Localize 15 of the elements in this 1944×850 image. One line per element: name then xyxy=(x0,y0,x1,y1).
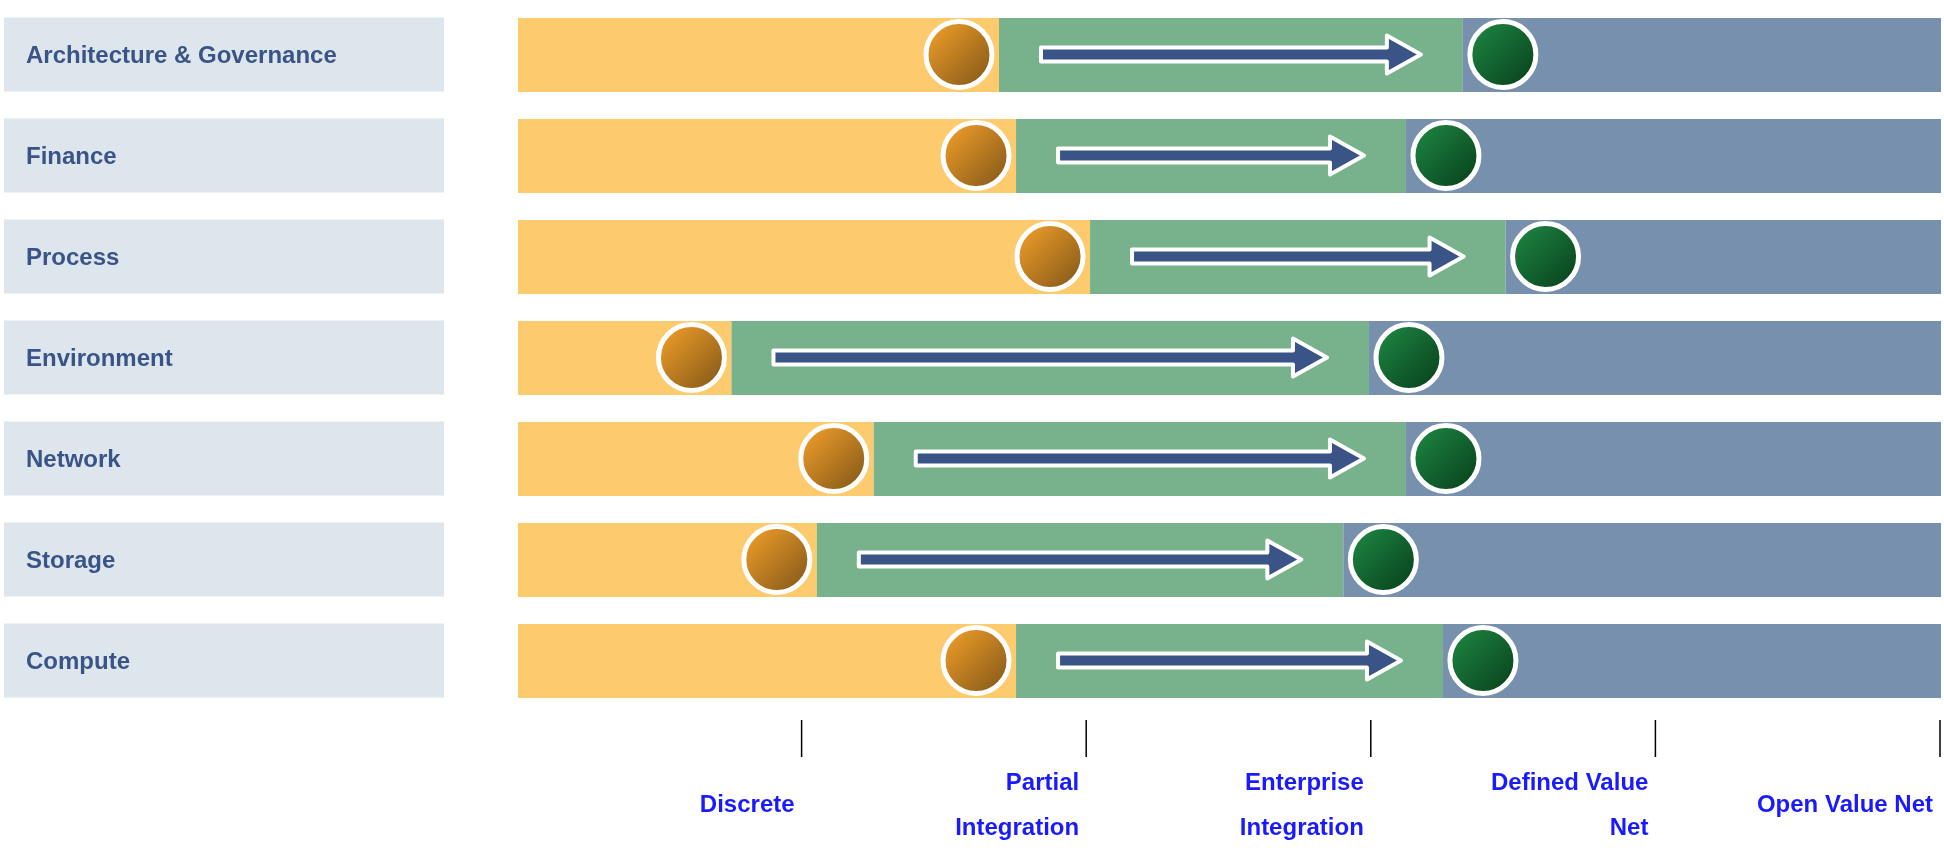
text: Defined Value Net xyxy=(1491,768,1649,840)
y-tick-label: Environment xyxy=(26,343,173,371)
y-tick-label: Compute xyxy=(26,646,130,674)
bar xyxy=(1343,523,1941,597)
text: Open Value Net xyxy=(1756,790,1933,817)
y-tick-label: Process xyxy=(26,242,120,270)
text: Discrete xyxy=(699,790,795,817)
bar xyxy=(518,220,1091,294)
y-tick-label: Finance xyxy=(26,141,117,169)
y-tick-label: Network xyxy=(26,444,122,472)
y-tick-label: Architecture & Governance xyxy=(26,40,337,68)
text: Partial Integration xyxy=(955,768,1080,840)
text: Enterprise Integration xyxy=(1239,768,1364,840)
bar xyxy=(1368,321,1941,395)
y-tick-label: Storage xyxy=(26,545,116,573)
